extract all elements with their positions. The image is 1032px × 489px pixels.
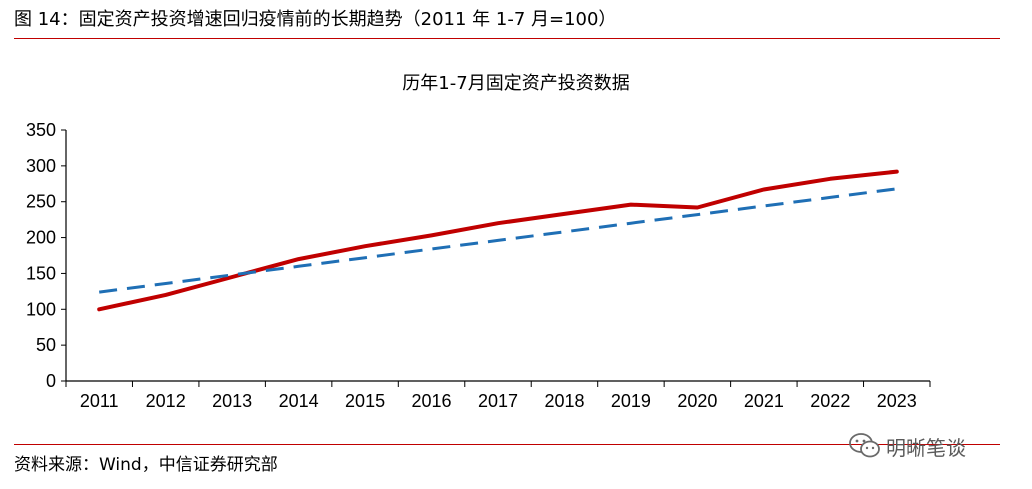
x-tick-label: 2011 (80, 391, 119, 411)
x-tick-label: 2021 (744, 391, 784, 411)
x-tick-label: 2016 (412, 391, 452, 411)
chart-series (97, 169, 899, 312)
figure-title: 图 14：固定资产投资增速回归疫情前的长期趋势（2011 年 1-7 月=100… (14, 9, 617, 30)
wechat-icon (849, 433, 880, 458)
footer-divider (14, 444, 1000, 445)
x-tick-label: 2013 (212, 391, 252, 411)
chart-tick-labels: 0 50 100 150 200 250 300 350 2011 2012 2013 2014 201… (26, 120, 917, 411)
x-tick-label: 2022 (810, 391, 850, 411)
y-tick-label: 100 (26, 299, 56, 319)
y-tick-label: 300 (26, 156, 56, 176)
watermark: 明晰笔谈 (848, 431, 966, 461)
x-tick-label: 2019 (611, 391, 651, 411)
source-note: 资料来源：Wind，中信证券研究部 (14, 455, 278, 475)
y-tick-label: 150 (26, 263, 56, 283)
x-tick-label: 2015 (345, 391, 385, 411)
trend-line-dashed (99, 187, 897, 294)
y-tick-label: 0 (46, 371, 56, 391)
x-tick-label: 2023 (877, 391, 917, 411)
y-tick-label: 350 (26, 120, 56, 140)
chart-title: 历年1-7月固定资产投资数据 (402, 73, 630, 94)
x-tick-label: 2014 (279, 391, 319, 411)
y-tick-label: 50 (36, 335, 56, 355)
title-divider (14, 38, 1000, 39)
chart-axes (61, 129, 931, 387)
x-tick-label: 2017 (478, 391, 518, 411)
x-tick-label: 2012 (146, 391, 186, 411)
x-tick-label: 2020 (677, 391, 717, 411)
y-tick-label: 250 (26, 192, 56, 212)
watermark-text: 明晰笔谈 (886, 435, 966, 460)
y-tick-label: 200 (26, 228, 56, 248)
series-line-actual (97, 169, 899, 312)
x-tick-label: 2018 (544, 391, 584, 411)
